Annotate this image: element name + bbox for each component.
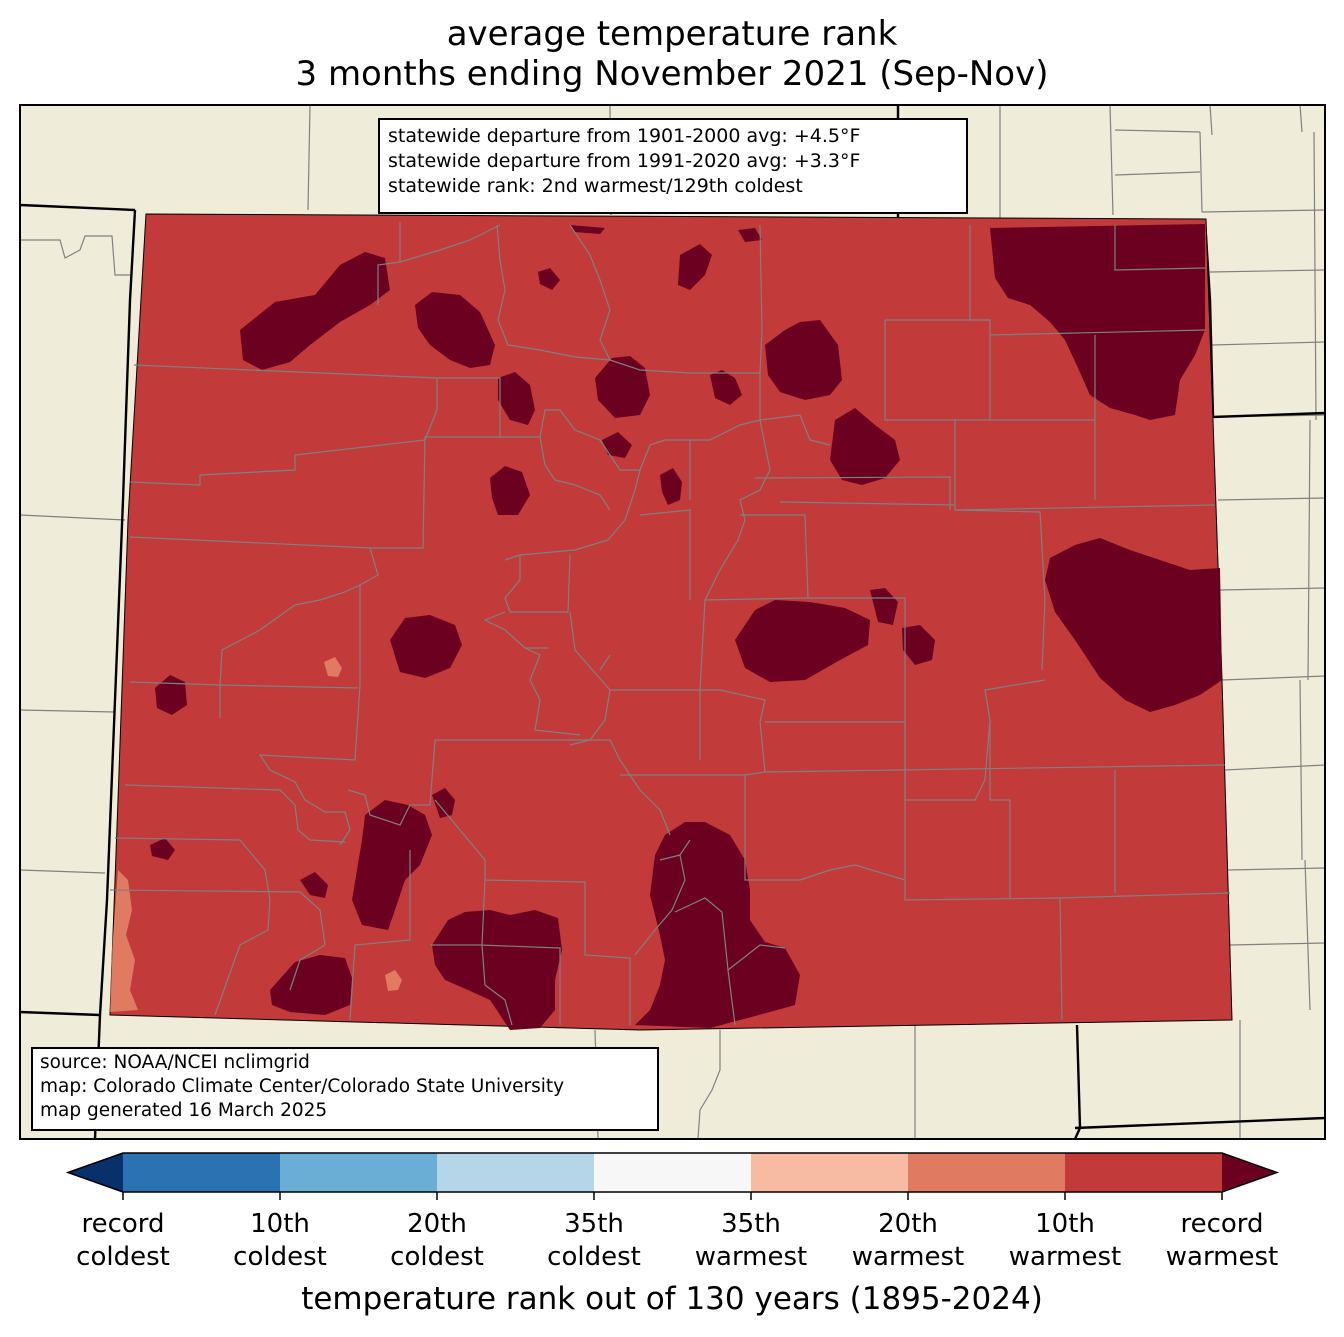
tick-label-line-2: coldest — [233, 1242, 327, 1272]
tick-label-line-1: 10th — [1035, 1209, 1095, 1239]
tick-label-line-2: coldest — [76, 1242, 170, 1272]
statewide-stats-box: statewide departure from 1901-2000 avg: … — [378, 118, 968, 214]
top20-warm-patches — [110, 657, 402, 1012]
colorado-temperature-rank-map — [19, 104, 1326, 1140]
title-line-1: average temperature rank — [446, 14, 898, 54]
tick-label-line-2: coldest — [390, 1242, 484, 1272]
tick-label-line-1: 20th — [407, 1209, 467, 1239]
tick-label-line-1: record — [1180, 1209, 1264, 1239]
map-title: average temperature rank 3 months ending… — [0, 14, 1344, 94]
tick-label-line-2: coldest — [547, 1242, 641, 1272]
neighbor-county-lines — [20, 105, 1325, 1139]
title-line-2: 3 months ending November 2021 (Sep-Nov) — [295, 54, 1049, 94]
colorbar-tick-label: 35th warmest — [671, 1208, 831, 1274]
colorbar-tick-label: record warmest — [1142, 1208, 1302, 1274]
colorbar-segment — [437, 1153, 595, 1192]
tick-label-line-1: record — [81, 1209, 165, 1239]
tick-label-line-1: 10th — [250, 1209, 310, 1239]
colorbar-segment — [594, 1153, 752, 1192]
colorbar-extend-cold — [68, 1153, 123, 1192]
source-box: source: NOAA/NCEI nclimgrid map: Colorad… — [31, 1047, 659, 1131]
tick-label-line-1: 35th — [564, 1209, 624, 1239]
tick-label-line-1: 20th — [878, 1209, 938, 1239]
tick-label-line-2: warmest — [1165, 1242, 1279, 1272]
colorbar-tick-label: 10th warmest — [985, 1208, 1145, 1274]
colorbar-tick-label: record coldest — [43, 1208, 203, 1274]
colorbar-title: temperature rank out of 130 years (1895-… — [301, 1281, 1043, 1317]
colorado-county-lines — [109, 222, 1231, 1026]
colorbar-segment — [123, 1153, 281, 1192]
map-frame — [19, 104, 1326, 1140]
colorbar-segment — [908, 1153, 1066, 1192]
source-line: source: NOAA/NCEI nclimgrid — [40, 1052, 310, 1073]
colorbar-tick-label: 35th coldest — [514, 1208, 674, 1274]
colorbar-segment — [280, 1153, 438, 1192]
colorbar-extend-warm — [1222, 1153, 1277, 1192]
generated-date-line: map generated 16 March 2025 — [40, 1100, 328, 1121]
colorbar-tick-label: 20th warmest — [828, 1208, 988, 1274]
departure-1901-2000: statewide departure from 1901-2000 avg: … — [388, 125, 861, 147]
record-warm-patches — [150, 224, 1222, 1030]
statewide-rank: statewide rank: 2nd warmest/129th coldes… — [388, 175, 803, 197]
tick-label-line-2: warmest — [694, 1242, 808, 1272]
map-credit-line: map: Colorado Climate Center/Colorado St… — [40, 1076, 565, 1097]
colorbar-tick-label: 20th coldest — [357, 1208, 517, 1274]
colorbar-tick-label: 10th coldest — [200, 1208, 360, 1274]
departure-1991-2020: statewide departure from 1991-2020 avg: … — [388, 150, 861, 172]
tick-label-line-2: warmest — [1008, 1242, 1122, 1272]
tick-label-line-1: 35th — [721, 1209, 781, 1239]
tick-label-line-2: warmest — [851, 1242, 965, 1272]
colorado-state-border — [109, 213, 1233, 1031]
colorbar-segment — [1065, 1153, 1223, 1192]
colorbar-segment — [751, 1153, 909, 1192]
